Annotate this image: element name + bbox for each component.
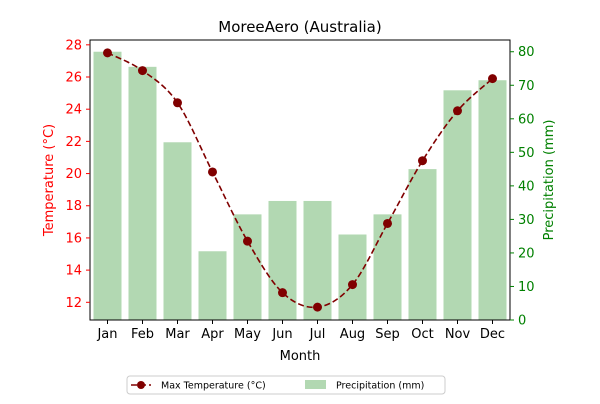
x-tick-label-oct: Oct xyxy=(411,327,433,342)
temperature-line xyxy=(107,52,494,309)
x-tick-label-jul: Jul xyxy=(309,327,326,342)
y-right-tick-label-80: 80 xyxy=(518,45,535,60)
precipitation-bars xyxy=(93,51,507,321)
y-left-tick-label-20: 20 xyxy=(65,167,82,182)
x-tick-label-jun: Jun xyxy=(271,327,292,342)
y-left-tick-label-28: 28 xyxy=(65,38,82,53)
temperature-line-layer xyxy=(103,48,497,312)
temperature-point-jan xyxy=(103,48,112,58)
y-right-tick-label-70: 70 xyxy=(518,79,535,94)
x-tick-label-aug: Aug xyxy=(340,327,365,342)
temperature-point-feb xyxy=(138,66,147,76)
y-right-tick-label-50: 50 xyxy=(518,146,535,161)
temperature-point-may xyxy=(243,236,252,246)
precipitation-bar-jan xyxy=(93,51,122,321)
x-tick-label-sep: Sep xyxy=(375,327,400,342)
legend-label-temperature: Max Temperature (°C) xyxy=(161,381,266,392)
precipitation-bar-nov xyxy=(443,90,472,320)
temperature-point-mar xyxy=(173,98,182,108)
precipitation-bar-jun xyxy=(268,200,297,320)
legend-box xyxy=(126,375,446,395)
precipitation-bar-feb xyxy=(128,66,157,320)
y-right-tick-label-0: 0 xyxy=(518,314,526,329)
precipitation-bar-aug xyxy=(338,234,367,320)
y-left-tick-label-22: 22 xyxy=(65,135,82,150)
chart-title: MoreeAero (Australia) xyxy=(218,18,381,36)
temperature-point-dec xyxy=(488,74,497,84)
plot-frame xyxy=(89,39,511,321)
precipitation-bar-sep xyxy=(373,214,402,320)
y-left-tick-label-26: 26 xyxy=(65,71,82,86)
legend: Max Temperature (°C) Precipitation (mm) xyxy=(126,375,446,395)
precipitation-bar-oct xyxy=(408,169,437,320)
x-tick-label-mar: Mar xyxy=(165,327,190,342)
y-right-tick-label-20: 20 xyxy=(518,246,535,261)
temperature-point-oct xyxy=(418,156,427,166)
y-axis-right-label: Precipitation (mm) xyxy=(542,120,557,241)
x-tick-label-may: May xyxy=(234,327,261,342)
precipitation-bar-mar xyxy=(163,142,192,320)
precipitation-bar-may xyxy=(233,214,262,320)
temperature-point-jul xyxy=(313,302,322,312)
axes: Jan Feb Mar Apr May Jun Jul Aug Sep Oct Nov Dec 12 14… xyxy=(65,38,534,342)
x-tick-label-apr: Apr xyxy=(201,327,224,342)
y-axis-left-label: Temperature (°C) xyxy=(42,124,57,237)
y-left-tick-label-18: 18 xyxy=(65,199,82,214)
precipitation-bar-apr xyxy=(198,251,227,320)
precipitation-bar-dec xyxy=(478,80,507,320)
x-axis-label: Month xyxy=(280,349,321,364)
temperature-point-jun xyxy=(278,288,287,298)
y-right-tick-label-60: 60 xyxy=(518,112,535,127)
x-tick-label-nov: Nov xyxy=(445,327,471,342)
legend-marker-swatch xyxy=(137,381,145,389)
temperature-point-nov xyxy=(453,106,462,116)
y-right-tick-label-10: 10 xyxy=(518,280,535,295)
temperature-point-aug xyxy=(348,280,357,290)
x-tick-label-dec: Dec xyxy=(480,327,505,342)
y-left-tick-label-14: 14 xyxy=(65,264,82,279)
y-left-tick-label-24: 24 xyxy=(65,103,82,118)
y-left-tick-label-16: 16 xyxy=(65,231,82,246)
precipitation-bar-jul xyxy=(303,200,332,320)
y-right-tick-label-30: 30 xyxy=(518,213,535,228)
temperature-point-sep xyxy=(383,218,392,228)
y-left-tick-label-12: 12 xyxy=(65,296,82,311)
temperature-point-apr xyxy=(208,167,217,177)
x-tick-label-jan: Jan xyxy=(96,327,117,342)
legend-label-precipitation: Precipitation (mm) xyxy=(336,381,424,392)
y-right-tick-label-40: 40 xyxy=(518,179,535,194)
legend-bar-swatch xyxy=(305,380,326,389)
x-tick-label-feb: Feb xyxy=(131,327,154,342)
